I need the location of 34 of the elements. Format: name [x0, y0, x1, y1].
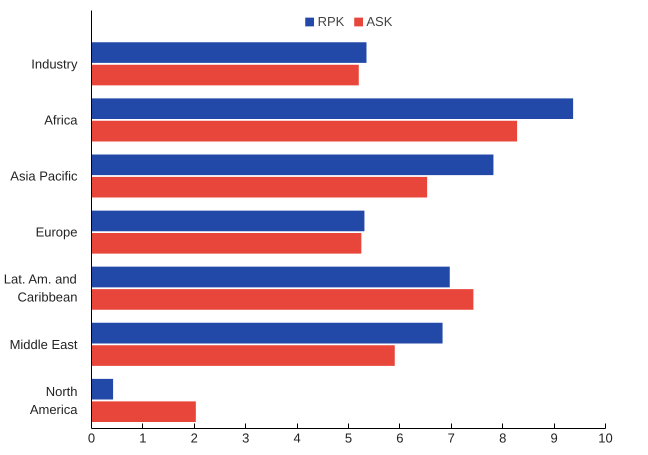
y-tick-label: Asia Pacific: [10, 168, 78, 184]
x-tick-label: 7: [448, 430, 455, 446]
bar: [92, 210, 364, 232]
x-tick-label: 2: [190, 430, 198, 446]
bar: [92, 64, 359, 86]
bar: [92, 378, 114, 400]
y-tick-label: Middle East: [10, 336, 78, 352]
bar: [92, 289, 474, 310]
legend-label: RPK: [318, 14, 344, 29]
x-tick-label: 4: [293, 430, 301, 446]
x-tick-label: 1: [139, 430, 147, 446]
x-tick-label: 6: [396, 430, 404, 446]
bar: [92, 322, 443, 344]
x-tick-label: 5: [344, 430, 352, 446]
bar: [92, 233, 362, 254]
y-tick-label: North America: [30, 384, 78, 417]
x-tick-label: 8: [499, 430, 506, 446]
y-tick-label: Industry: [31, 56, 78, 72]
y-tick-label: Africa: [44, 112, 78, 128]
x-tick-label: 3: [242, 430, 250, 446]
bar: [92, 98, 574, 120]
bar: [92, 401, 196, 422]
x-tick-label: 0: [88, 430, 96, 446]
legend-label: ASK: [366, 14, 392, 29]
y-tick-label: Europe: [36, 224, 78, 240]
x-tick-label: 10: [598, 430, 613, 446]
bar: [92, 154, 494, 176]
bar: [92, 42, 366, 63]
bar: [92, 266, 450, 288]
x-tick-label: 9: [550, 430, 558, 446]
bar: [92, 345, 395, 366]
bar: [92, 120, 518, 142]
y-tick-label: Lat. Am. and Caribbean: [4, 272, 78, 305]
bar: [92, 176, 428, 198]
